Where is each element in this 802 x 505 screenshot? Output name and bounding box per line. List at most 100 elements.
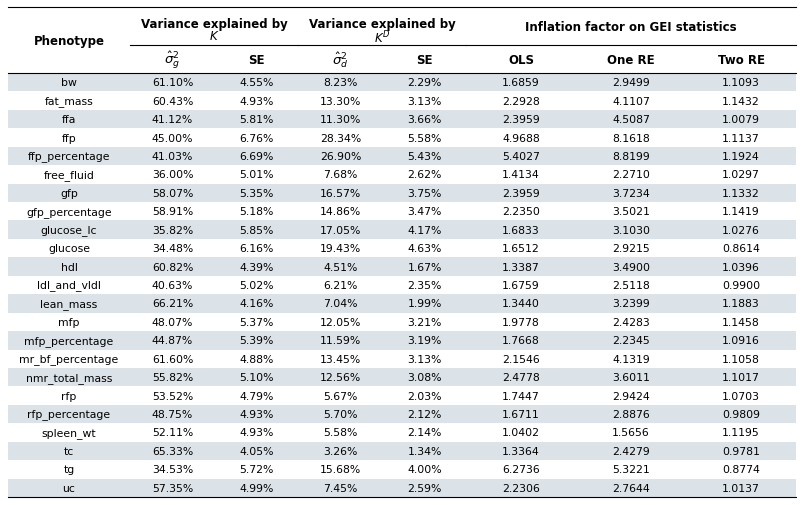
Text: 16.57%: 16.57%	[320, 188, 361, 198]
Text: 1.1432: 1.1432	[722, 96, 759, 107]
Text: 2.7644: 2.7644	[612, 483, 650, 493]
Text: 1.1883: 1.1883	[722, 299, 759, 309]
Text: 1.6711: 1.6711	[502, 409, 540, 419]
Text: 3.21%: 3.21%	[407, 317, 442, 327]
Text: 2.14%: 2.14%	[407, 428, 442, 438]
Text: 6.16%: 6.16%	[239, 243, 273, 254]
Bar	[8, 276, 796, 294]
Text: 4.93%: 4.93%	[239, 428, 273, 438]
Text: $K^D$: $K^D$	[374, 30, 391, 46]
Text: 2.4283: 2.4283	[612, 317, 650, 327]
Text: glucose_lc: glucose_lc	[41, 225, 97, 236]
Bar	[8, 221, 796, 239]
Bar	[8, 331, 796, 350]
Text: 5.35%: 5.35%	[239, 188, 273, 198]
Text: 1.6833: 1.6833	[502, 225, 540, 235]
Text: 60.43%: 60.43%	[152, 96, 193, 107]
Text: fat_mass: fat_mass	[45, 96, 93, 107]
Text: 1.6859: 1.6859	[502, 78, 540, 88]
Text: 14.86%: 14.86%	[320, 207, 361, 217]
Text: 5.4027: 5.4027	[502, 152, 540, 162]
Text: 2.59%: 2.59%	[407, 483, 442, 493]
Text: 61.60%: 61.60%	[152, 354, 193, 364]
Text: SE: SE	[249, 54, 265, 66]
Text: 1.0402: 1.0402	[502, 428, 540, 438]
Text: One RE: One RE	[607, 54, 654, 66]
Text: 19.43%: 19.43%	[320, 243, 361, 254]
Text: Inflation factor on GEI statistics: Inflation factor on GEI statistics	[525, 21, 737, 33]
Text: 6.21%: 6.21%	[323, 280, 358, 290]
Text: 2.3959: 2.3959	[502, 115, 540, 125]
Text: mfp_percentage: mfp_percentage	[24, 335, 114, 346]
Text: 5.39%: 5.39%	[239, 336, 273, 345]
Text: 1.1137: 1.1137	[722, 133, 759, 143]
Text: 58.91%: 58.91%	[152, 207, 193, 217]
Text: 1.0297: 1.0297	[722, 170, 760, 180]
Text: lean_mass: lean_mass	[40, 298, 98, 309]
Text: 8.8199: 8.8199	[612, 152, 650, 162]
Text: 2.8876: 2.8876	[612, 409, 650, 419]
Bar	[8, 423, 796, 442]
Bar	[8, 405, 796, 423]
Text: $\hat{\sigma}_d^2$: $\hat{\sigma}_d^2$	[332, 50, 349, 70]
Text: ffp_percentage: ffp_percentage	[28, 151, 110, 162]
Text: 7.45%: 7.45%	[323, 483, 358, 493]
Text: 5.72%: 5.72%	[239, 465, 273, 474]
Text: 2.2710: 2.2710	[612, 170, 650, 180]
Text: 36.00%: 36.00%	[152, 170, 193, 180]
Text: 2.3959: 2.3959	[502, 188, 540, 198]
Text: 13.45%: 13.45%	[320, 354, 361, 364]
Text: 0.9809: 0.9809	[722, 409, 760, 419]
Text: 1.3364: 1.3364	[502, 446, 540, 456]
Text: mr_bf_percentage: mr_bf_percentage	[19, 354, 119, 365]
Text: 4.1107: 4.1107	[612, 96, 650, 107]
Text: SE: SE	[416, 54, 433, 66]
Text: 8.23%: 8.23%	[323, 78, 358, 88]
Text: 1.0703: 1.0703	[722, 391, 760, 401]
Text: 1.1195: 1.1195	[722, 428, 759, 438]
Bar	[8, 203, 796, 221]
Text: $K$: $K$	[209, 30, 219, 43]
Text: 1.3440: 1.3440	[502, 299, 540, 309]
Text: 2.62%: 2.62%	[407, 170, 442, 180]
Text: free_fluid: free_fluid	[43, 170, 95, 180]
Text: 4.5087: 4.5087	[612, 115, 650, 125]
Text: 5.58%: 5.58%	[323, 428, 358, 438]
Text: 48.07%: 48.07%	[152, 317, 193, 327]
Text: ldl_and_vldl: ldl_and_vldl	[37, 280, 101, 291]
Text: 45.00%: 45.00%	[152, 133, 193, 143]
Text: 1.0276: 1.0276	[722, 225, 760, 235]
Bar	[8, 166, 796, 184]
Text: 5.10%: 5.10%	[239, 372, 273, 382]
Bar	[8, 111, 796, 129]
Text: 1.67%: 1.67%	[407, 262, 442, 272]
Text: 0.8614: 0.8614	[722, 243, 760, 254]
Text: 2.1546: 2.1546	[502, 354, 540, 364]
Text: 4.88%: 4.88%	[239, 354, 273, 364]
Text: spleen_wt: spleen_wt	[42, 427, 96, 438]
Text: hdl: hdl	[61, 262, 78, 272]
Text: tc: tc	[64, 446, 74, 456]
Text: 1.3387: 1.3387	[502, 262, 540, 272]
Text: 1.1332: 1.1332	[722, 188, 759, 198]
Text: 5.3221: 5.3221	[612, 465, 650, 474]
Text: 0.9900: 0.9900	[722, 280, 760, 290]
Text: 3.5021: 3.5021	[612, 207, 650, 217]
Text: 12.56%: 12.56%	[320, 372, 361, 382]
Text: 2.9215: 2.9215	[612, 243, 650, 254]
Text: 3.66%: 3.66%	[407, 115, 442, 125]
Text: 61.10%: 61.10%	[152, 78, 193, 88]
Bar	[8, 350, 796, 368]
Text: 1.6759: 1.6759	[502, 280, 540, 290]
Text: 26.90%: 26.90%	[320, 152, 361, 162]
Bar	[8, 368, 796, 387]
Text: 3.47%: 3.47%	[407, 207, 442, 217]
Text: 1.1093: 1.1093	[722, 78, 760, 88]
Bar	[8, 294, 796, 313]
Text: 7.04%: 7.04%	[323, 299, 358, 309]
Bar	[8, 479, 796, 497]
Text: 34.53%: 34.53%	[152, 465, 193, 474]
Text: 1.7447: 1.7447	[502, 391, 540, 401]
Text: 1.0916: 1.0916	[722, 336, 760, 345]
Text: 1.99%: 1.99%	[407, 299, 442, 309]
